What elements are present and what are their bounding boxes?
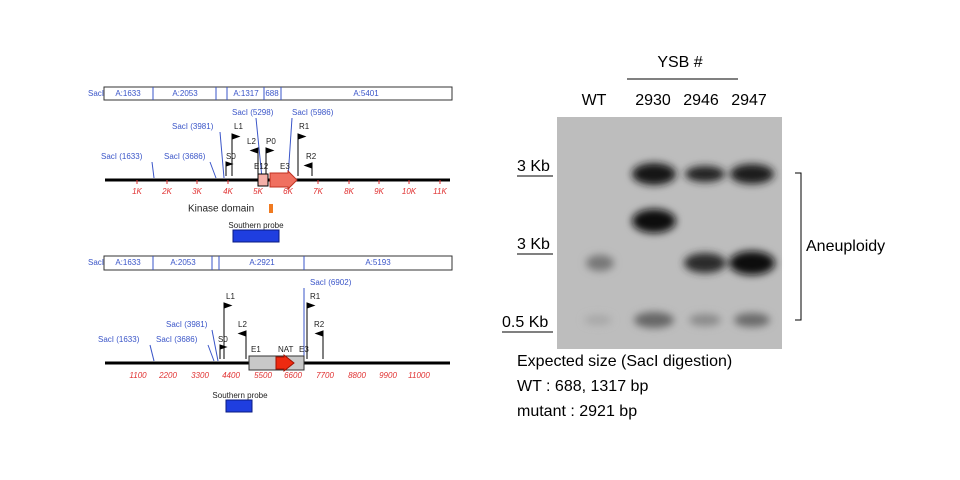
- exon: [257, 173, 269, 187]
- primer-label: L1: [234, 122, 243, 131]
- map-top: SacI A:1633 A:2053 A:1317 688 A:5401 1K …: [88, 86, 453, 243]
- axis-label: 2K: [161, 187, 172, 196]
- nat-arrow: [275, 353, 295, 373]
- primer-label: S0: [226, 152, 236, 161]
- primer-flags: [225, 133, 313, 176]
- probe-label: Southern probe: [212, 391, 268, 400]
- exon-label: E3: [299, 345, 309, 354]
- primer-label: R1: [299, 122, 310, 131]
- blot-panel: YSB # WT 2930 2946 2947 3 Kb 3 Kb 0.5 Kb…: [502, 54, 885, 420]
- axis-label: 5K: [253, 187, 263, 196]
- fragment: A:1633: [115, 258, 141, 267]
- primer-label: L2: [238, 320, 247, 329]
- lane-label: 2930: [635, 92, 671, 109]
- axis-label: 7K: [313, 187, 323, 196]
- axis-label: 6K: [283, 187, 293, 196]
- axis-label: 11000: [408, 371, 430, 380]
- primer-flags: [219, 302, 324, 359]
- primer-label: P0: [266, 137, 276, 146]
- axis-label: 3300: [191, 371, 209, 380]
- lane-label: 2946: [683, 92, 719, 109]
- note: Expected size (SacI digestion): [517, 353, 732, 370]
- fragment: A:2921: [249, 258, 275, 267]
- site-label: SacI (1633): [98, 335, 140, 344]
- note: WT : 688, 1317 bp: [517, 378, 648, 395]
- primer-label: S0: [218, 335, 228, 344]
- fragment: A:2053: [170, 258, 196, 267]
- fragment: 688: [265, 89, 279, 98]
- kinase-label: Kinase domain: [188, 204, 254, 215]
- lane-label: WT: [582, 92, 607, 109]
- site-label: SacI (3981): [166, 320, 208, 329]
- site-pins: [149, 288, 305, 362]
- exon-label: E1: [251, 345, 261, 354]
- primer-label: R2: [306, 152, 317, 161]
- kinase-domain: [269, 204, 273, 213]
- exon-label: E12: [254, 162, 269, 171]
- axis-label: 4400: [222, 371, 240, 380]
- fragment: A:1317: [233, 89, 259, 98]
- site-label: SacI (5298): [232, 108, 274, 117]
- map-bottom: SacI A:1633 A:2053 A:2921 A:5193 1100 22…: [88, 255, 453, 413]
- axis-label: 7700: [316, 371, 334, 380]
- fragment: A:1633: [115, 89, 141, 98]
- axis-label: 5500: [254, 371, 272, 380]
- site-label: SacI (6902): [310, 278, 352, 287]
- bands: [584, 163, 775, 328]
- site-label: SacI (3686): [164, 152, 206, 161]
- size-marker: 3 Kb: [517, 236, 550, 253]
- southern-probe: [232, 229, 280, 243]
- axis-label: 1100: [129, 371, 147, 380]
- annotation: Aneuploidy: [806, 238, 885, 255]
- bracket: [795, 172, 802, 321]
- site-label: SacI (3981): [172, 122, 214, 131]
- note: mutant : 2921 bp: [517, 403, 637, 420]
- axis-label: 8K: [344, 187, 354, 196]
- site-label: SacI (5986): [292, 108, 334, 117]
- site-label: SacI (3686): [156, 335, 198, 344]
- fragment-label: SacI: [88, 258, 104, 267]
- fragment: A:5193: [365, 258, 391, 267]
- marker-label: NAT: [278, 345, 294, 354]
- axis-label: 6600: [284, 371, 302, 380]
- axis-label: 11K: [433, 187, 447, 196]
- site-pins: [151, 117, 293, 179]
- axis-label: 9900: [379, 371, 397, 380]
- size-marker: 3 Kb: [517, 158, 550, 175]
- axis-label: 2200: [158, 371, 177, 380]
- axis-label: 8800: [348, 371, 366, 380]
- lane-label: 2947: [731, 92, 767, 109]
- fragment-label: SacI: [88, 89, 104, 98]
- fragment-bar: [103, 86, 453, 101]
- axis-label: 3K: [192, 187, 202, 196]
- group-label: YSB #: [657, 54, 702, 71]
- axis-label: 10K: [402, 187, 417, 196]
- axis-label: 1K: [132, 187, 142, 196]
- primer-label: R2: [314, 320, 325, 329]
- southern-probe: [225, 399, 253, 413]
- fragment-bar: [103, 255, 453, 271]
- size-marker: 0.5 Kb: [502, 314, 548, 331]
- axis-label: 9K: [374, 187, 384, 196]
- site-label: SacI (1633): [101, 152, 143, 161]
- exon-label: E3: [280, 162, 290, 171]
- axis-label: 4K: [223, 187, 233, 196]
- gene-arrow: [269, 169, 298, 191]
- blot-image: [557, 117, 782, 349]
- fragment: A:5401: [353, 89, 379, 98]
- primer-label: L1: [226, 292, 235, 301]
- fragment: A:2053: [172, 89, 198, 98]
- primer-label: L2: [247, 137, 256, 146]
- probe-label: Southern probe: [228, 221, 284, 230]
- primer-label: R1: [310, 292, 321, 301]
